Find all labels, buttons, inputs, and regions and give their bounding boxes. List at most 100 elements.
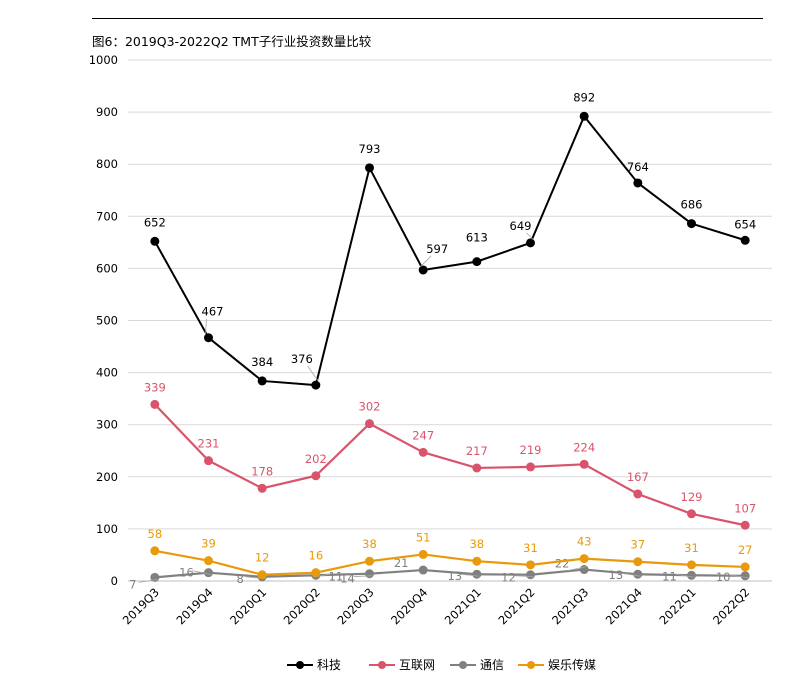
data-label: 793 [359, 142, 381, 156]
data-point [633, 178, 643, 188]
data-label: 13 [609, 568, 624, 582]
data-label: 51 [416, 530, 431, 544]
x-tick-label: 2021Q1 [442, 585, 484, 627]
data-label: 178 [251, 464, 273, 478]
data-point [687, 509, 696, 519]
y-tick-label: 800 [96, 157, 118, 171]
data-label: 764 [627, 160, 649, 174]
label-leader-line [460, 573, 480, 577]
y-tick-label: 0 [111, 574, 118, 588]
x-tick-label: 2021Q2 [495, 585, 537, 627]
data-point [418, 549, 428, 559]
data-point [204, 456, 213, 466]
chart-title: 图6：2019Q3-2022Q2 TMT子行业投资数量比较 [92, 34, 372, 49]
data-label: 39 [201, 537, 216, 551]
label-leader-line [621, 572, 641, 577]
data-label: 11 [662, 569, 677, 583]
y-tick-label: 300 [96, 418, 118, 432]
data-point [257, 376, 267, 386]
data-point [204, 568, 213, 578]
data-label: 892 [573, 90, 595, 104]
data-point [472, 463, 482, 473]
data-point [740, 235, 750, 245]
label-leader-line [419, 255, 432, 268]
data-point [579, 459, 589, 469]
data-label: 11 [329, 569, 344, 583]
label-leader-line [205, 318, 207, 335]
data-label: 686 [681, 198, 703, 212]
data-point [579, 565, 589, 575]
data-point [150, 546, 160, 556]
data-label: 652 [144, 215, 166, 229]
label-leader-line [568, 566, 588, 571]
series-line-娱乐传媒 [154, 549, 746, 576]
data-label: 167 [627, 470, 649, 484]
series-line-通信 [154, 568, 746, 579]
series-line-互联网 [154, 403, 746, 527]
series-line-科技 [153, 115, 746, 387]
legend-marker [459, 661, 467, 669]
label-leader-line [526, 232, 534, 241]
data-label: 14 [340, 572, 355, 586]
data-label: 302 [359, 400, 381, 414]
x-tick-label: 2022Q1 [656, 585, 698, 627]
label-leader-line [138, 578, 158, 583]
x-tick-label: 2020Q4 [388, 585, 430, 627]
data-point [257, 483, 267, 493]
data-label: 7 [129, 577, 136, 591]
data-point [472, 569, 482, 579]
data-label: 654 [734, 217, 756, 231]
label-leader-line [192, 570, 212, 576]
data-label: 38 [362, 537, 377, 551]
data-label: 649 [510, 219, 532, 233]
x-tick-label: 2020Q1 [227, 585, 269, 627]
data-point [633, 557, 643, 567]
data-label: 16 [179, 566, 194, 580]
legend-label: 科技 [317, 658, 341, 672]
data-point [579, 111, 589, 121]
data-label: 8 [237, 572, 244, 586]
data-point [204, 556, 213, 566]
data-point [740, 571, 750, 581]
data-point [526, 462, 535, 472]
legend-marker [296, 661, 304, 669]
data-point [472, 257, 482, 267]
label-leader-line [675, 573, 695, 578]
data-point [526, 570, 535, 580]
data-label: 202 [305, 452, 327, 466]
data-label: 339 [144, 380, 166, 394]
top-rule [92, 18, 763, 19]
data-label: 58 [148, 527, 163, 541]
data-point [687, 219, 696, 229]
data-label: 247 [412, 428, 434, 442]
y-tick-label: 1000 [89, 53, 118, 67]
x-tick-label: 2021Q3 [549, 585, 591, 627]
data-label: 219 [520, 443, 542, 457]
label-leader-line [514, 575, 534, 578]
data-point [472, 556, 482, 566]
x-tick-label: 2019Q3 [120, 585, 162, 627]
data-label: 13 [448, 569, 463, 583]
data-label: 12 [501, 571, 516, 585]
data-point [365, 163, 374, 173]
y-tick-label: 500 [96, 314, 118, 328]
data-label: 43 [577, 535, 592, 549]
label-leader-line [353, 575, 373, 578]
y-tick-label: 700 [96, 209, 118, 223]
x-tick-label: 2019Q4 [173, 585, 215, 627]
data-point [740, 562, 750, 572]
data-point [365, 569, 374, 579]
x-tick-label: 2020Q2 [281, 585, 323, 627]
data-label: 129 [681, 490, 703, 504]
data-label: 31 [523, 541, 538, 555]
legend-label: 娱乐传媒 [548, 657, 596, 672]
data-label: 27 [738, 543, 753, 557]
x-tick-label: 2021Q4 [603, 585, 645, 627]
x-tick-label: 2020Q3 [334, 585, 376, 627]
data-label: 217 [466, 444, 488, 458]
y-tick-label: 600 [96, 261, 118, 275]
data-point [633, 569, 643, 579]
data-point [418, 447, 428, 457]
data-point [526, 238, 535, 248]
